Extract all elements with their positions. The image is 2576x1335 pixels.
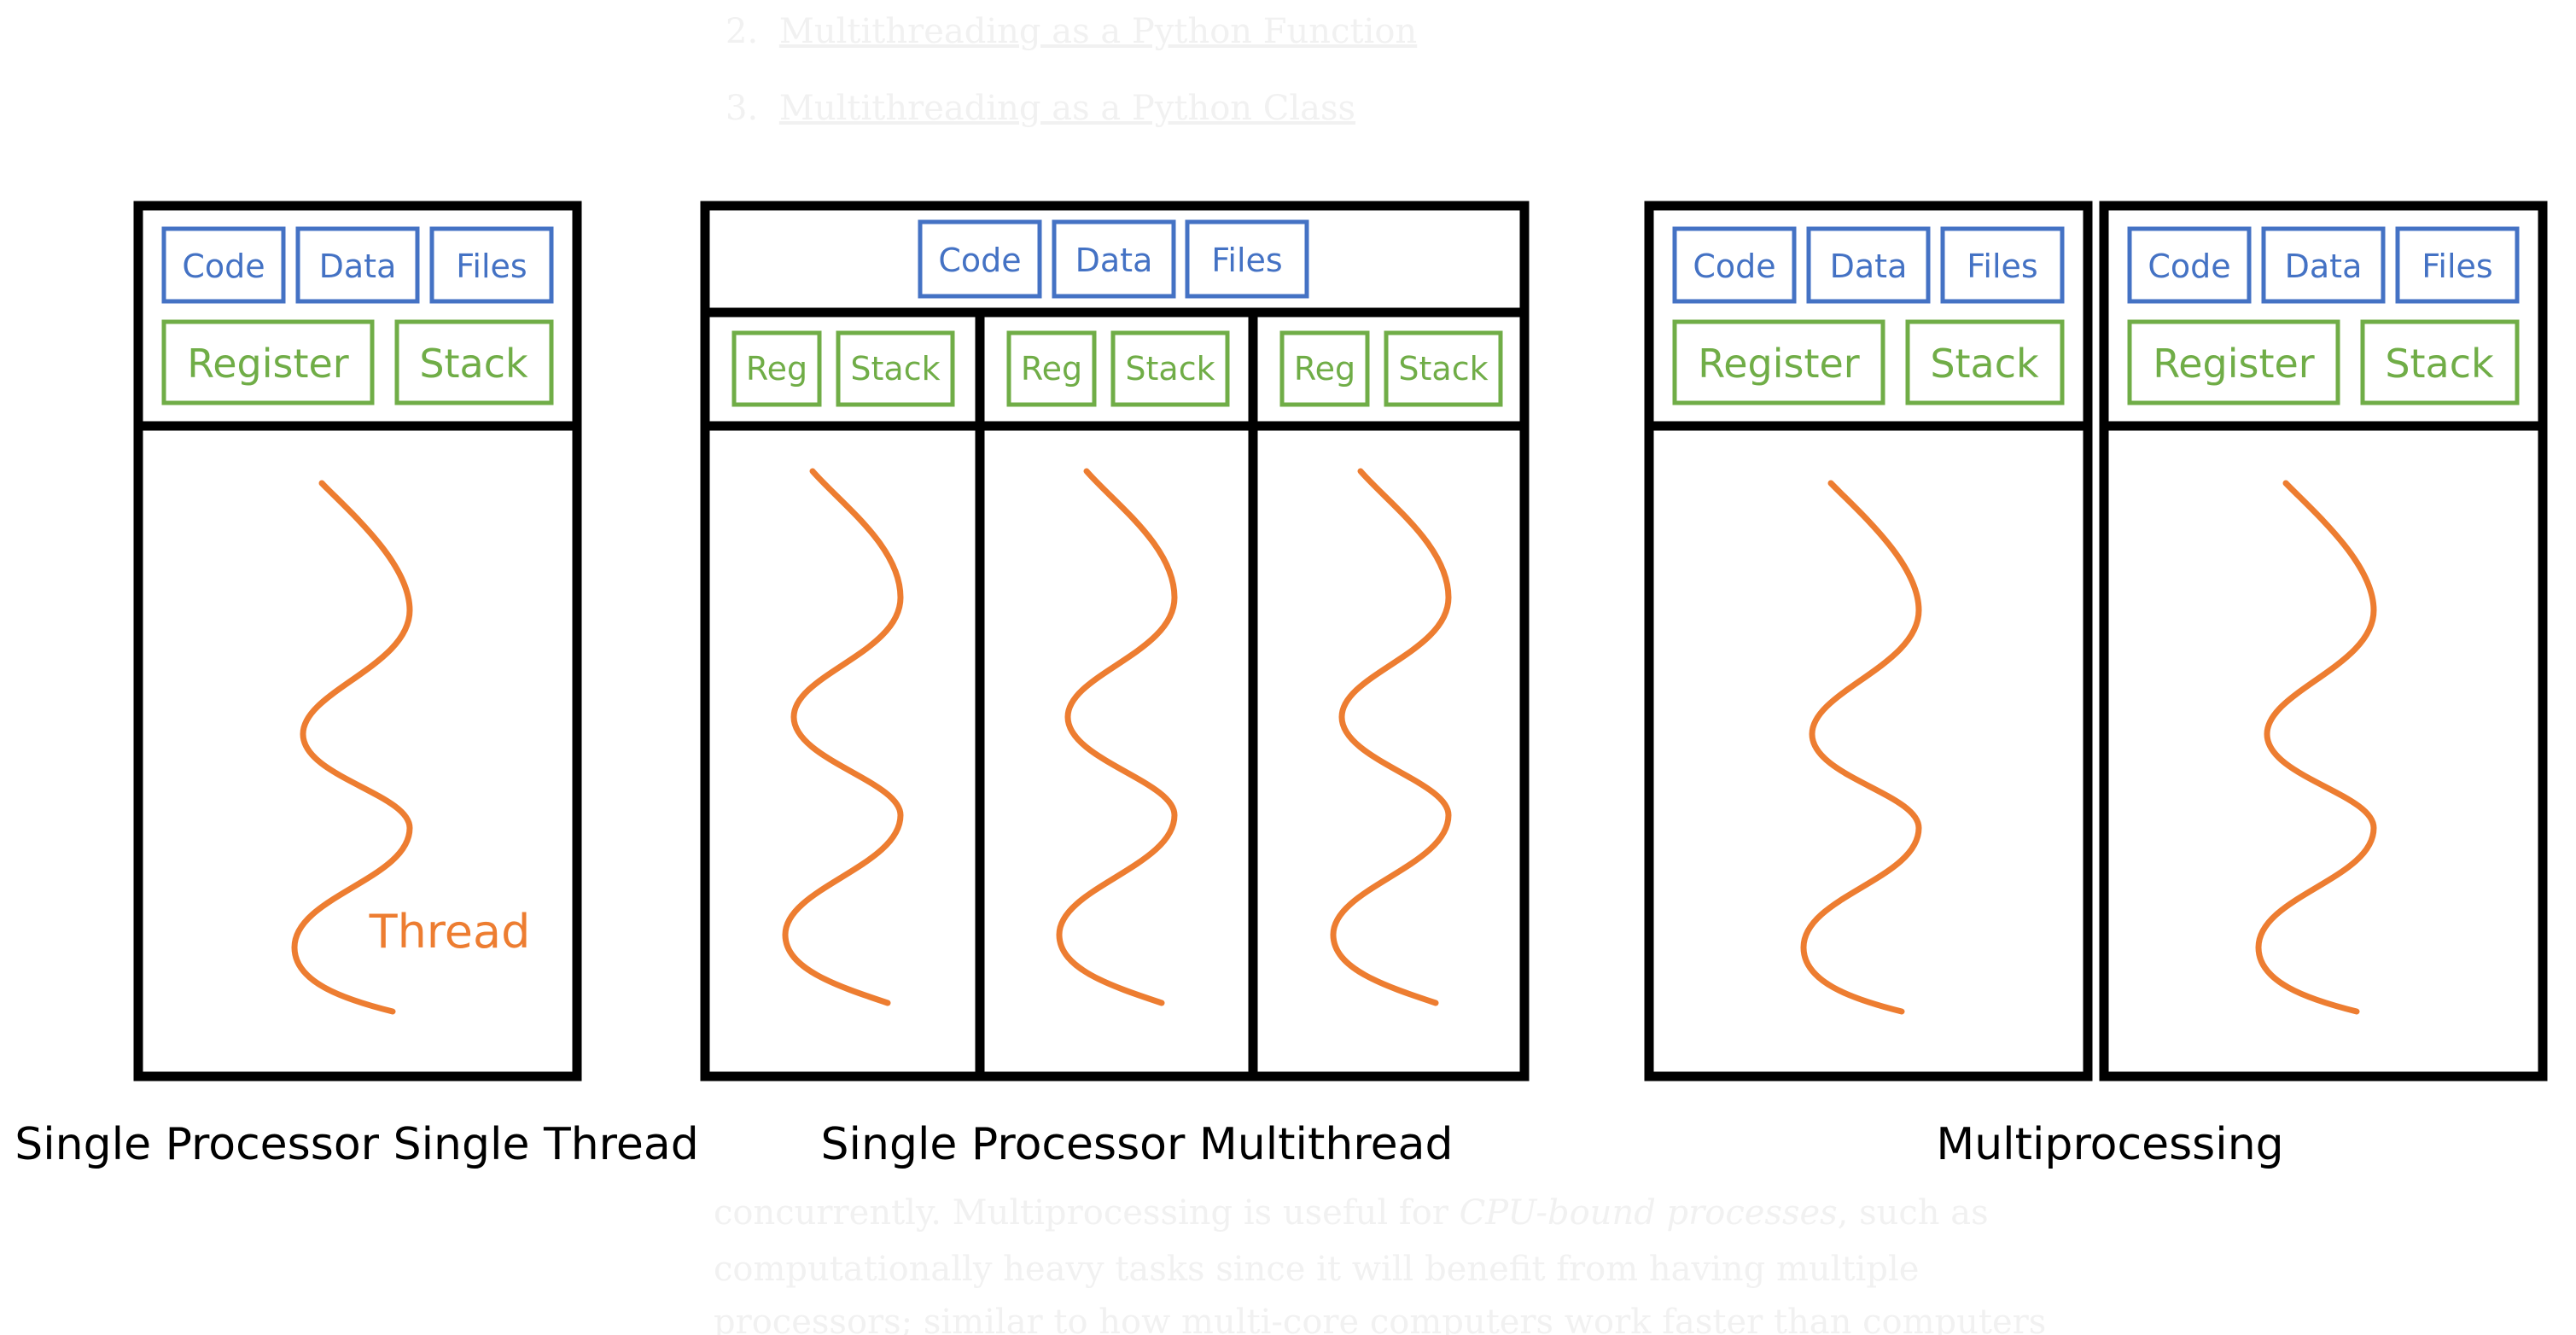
- reg-box-thread-1: [731, 330, 822, 407]
- reg-box-thread-3: [1279, 330, 1370, 407]
- data-box: [1052, 219, 1176, 299]
- thread-label: Thread: [369, 905, 531, 959]
- bg-paragraph-line-3: processors; similar to how multi-core co…: [714, 1303, 2046, 1335]
- data-box: [2261, 226, 2386, 304]
- panel-multiprocessing-process-2: Code Data Files Register Stack: [2099, 201, 2548, 1081]
- files-box: [1940, 226, 2065, 304]
- register-box: [161, 319, 375, 405]
- caption-multithread: Single Processor Multithread: [821, 1119, 1454, 1170]
- caption-single-thread: Single Processor Single Thread: [15, 1119, 699, 1170]
- register-label: Register: [187, 341, 348, 387]
- thread-squiggle-1: [782, 468, 904, 1006]
- files-box: [2395, 226, 2520, 304]
- reg-label: Reg: [1021, 350, 1082, 388]
- register-box: [1672, 319, 1885, 405]
- background-article: 2. Multithreading as a Python Function 3…: [714, 12, 2046, 1335]
- data-label: Data: [1075, 242, 1153, 279]
- thread-squiggle-2: [1056, 468, 1178, 1006]
- process-frame: [700, 201, 1530, 1081]
- thread-squiggle: [291, 480, 413, 1015]
- files-label: Files: [456, 248, 527, 285]
- bg-list-item-2: 2. Multithreading as a Python Function: [726, 12, 1417, 51]
- bg-list-item-3: 3. Multithreading as a Python Class: [726, 89, 1355, 128]
- stack-box-thread-2: [1110, 330, 1230, 407]
- stack-label: Stack: [850, 350, 940, 388]
- thread-squiggle-3: [1330, 468, 1452, 1006]
- code-box: [2127, 226, 2252, 304]
- reg-label: Reg: [746, 350, 807, 388]
- files-label: Files: [1211, 242, 1282, 279]
- process-frame: [133, 201, 582, 1081]
- reg-label: Reg: [1294, 350, 1355, 388]
- register-box: [2127, 319, 2340, 405]
- code-label: Code: [182, 248, 265, 285]
- code-label: Code: [2148, 248, 2230, 285]
- process-frame: [2099, 201, 2548, 1081]
- code-label: Code: [938, 242, 1021, 279]
- code-box: [1672, 226, 1797, 304]
- bg-paragraph-line-1: concurrently. Multiprocessing is useful …: [714, 1193, 1989, 1233]
- panel-single-thread: Code Data Files Register Stack Thread: [133, 201, 582, 1081]
- panel-multithread: Code Data Files Reg Stack Reg Stack Reg …: [700, 201, 1530, 1081]
- data-label: Data: [2285, 248, 2363, 285]
- files-label: Files: [1967, 248, 2037, 285]
- panel-multiprocessing-process-1: Code Data Files Register Stack: [1644, 201, 2093, 1081]
- thread-squiggle: [1800, 480, 1922, 1015]
- data-box: [295, 226, 420, 304]
- thread-squiggle: [2255, 480, 2377, 1015]
- reg-box-thread-2: [1006, 330, 1097, 407]
- data-box: [1806, 226, 1931, 304]
- caption-multiprocessing: Multiprocessing: [1936, 1119, 2283, 1170]
- data-label: Data: [1830, 248, 1908, 285]
- code-box: [161, 226, 286, 304]
- stack-label: Stack: [1930, 341, 2039, 387]
- code-box: [918, 219, 1042, 299]
- stack-box: [2360, 319, 2520, 405]
- code-label: Code: [1693, 248, 1775, 285]
- stack-label: Stack: [419, 341, 528, 387]
- stack-label: Stack: [2385, 341, 2494, 387]
- files-box: [429, 226, 554, 304]
- stack-box-thread-1: [836, 330, 955, 407]
- stack-box: [394, 319, 554, 405]
- stack-label: Stack: [1125, 350, 1215, 388]
- stack-box-thread-3: [1384, 330, 1503, 407]
- register-label: Register: [1698, 341, 1859, 387]
- files-box: [1185, 219, 1309, 299]
- stack-box: [1905, 319, 2065, 405]
- bg-paragraph-line-2: computationally heavy tasks since it wil…: [714, 1250, 1919, 1289]
- stack-label: Stack: [1398, 350, 1488, 388]
- files-label: Files: [2422, 248, 2492, 285]
- data-label: Data: [319, 248, 397, 285]
- process-frame: [1644, 201, 2093, 1081]
- register-label: Register: [2153, 341, 2314, 387]
